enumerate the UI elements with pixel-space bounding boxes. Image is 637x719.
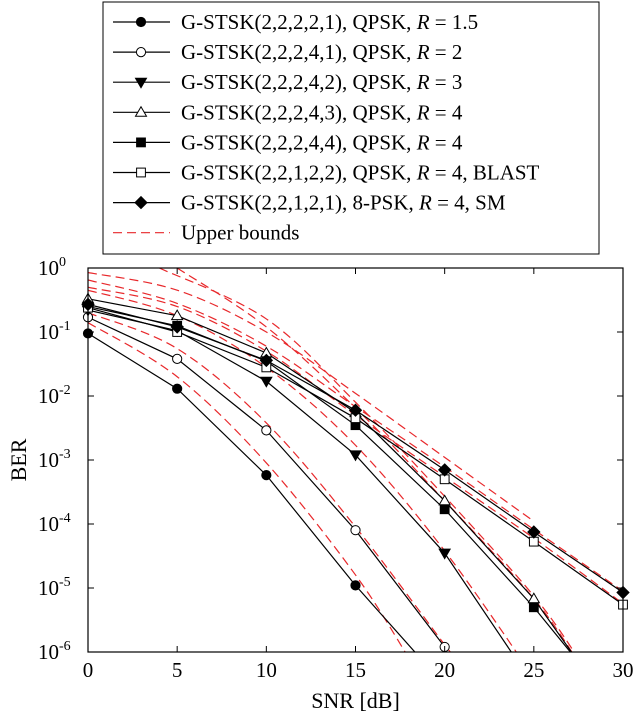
legend-marker <box>135 16 147 28</box>
upper-bound-curve <box>88 271 535 522</box>
legend-marker <box>135 47 147 58</box>
y-tick-label: 100 <box>38 255 66 280</box>
legend-label: G-STSK(2,2,2,4,4), QPSK, R = 4 <box>181 130 463 154</box>
data-point <box>259 353 274 368</box>
data-point <box>261 470 272 481</box>
x-axis-label: SNR [dB] <box>311 688 400 713</box>
series-line <box>88 298 573 652</box>
x-tick-label: 25 <box>523 658 544 682</box>
plot-area <box>81 268 630 653</box>
x-tick-label: 5 <box>172 658 183 682</box>
data-point <box>439 504 450 515</box>
upper-bound-curve <box>88 279 623 592</box>
series-line <box>88 303 623 594</box>
x-tick-label: 10 <box>256 658 277 682</box>
y-axis-label: BER <box>6 438 31 481</box>
y-tick-label: 10-5 <box>38 575 71 600</box>
y-tick-label: 10-1 <box>38 319 71 344</box>
legend-label: G-STSK(2,2,2,4,1), QPSK, R = 2 <box>181 40 462 64</box>
y-tick-label: 10-4 <box>38 511 71 536</box>
legend-label-bounds: Upper bounds <box>181 221 299 245</box>
legend-marker <box>134 105 148 117</box>
legend-label: G-STSK(2,2,2,2,1), QPSK, R = 1.5 <box>181 10 478 34</box>
data-point <box>350 525 361 536</box>
data-point <box>172 353 183 364</box>
y-tick-label: 10-3 <box>38 447 71 472</box>
x-tick-label: 15 <box>345 658 366 682</box>
legend-box <box>102 1 600 255</box>
series-line <box>88 309 513 652</box>
legend-label: G-STSK(2,2,1,2,2), QPSK, R = 4, BLAST <box>181 161 540 185</box>
data-point <box>350 580 361 591</box>
axes: 0 5 10 15 20 25 30 100 10-1 10-2 10-3 10-4 10-5 10-6 S… <box>6 255 634 713</box>
upper-bound-curve <box>176 268 573 652</box>
legend-marker <box>136 167 146 178</box>
data-point <box>527 525 541 539</box>
data-point <box>261 425 272 436</box>
data-point <box>438 548 452 560</box>
upper-bound-curve <box>88 322 406 652</box>
legend-label: G-STSK(2,2,2,4,2), QPSK, R = 3 <box>181 70 462 94</box>
data-point <box>170 320 184 334</box>
y-tick-label: 10-2 <box>38 383 71 408</box>
data-point <box>437 463 452 477</box>
legend-label: G-STSK(2,2,2,4,3), QPSK, R = 4 <box>181 100 463 124</box>
legend-marker <box>134 195 148 210</box>
data-point <box>349 450 362 462</box>
data-point <box>528 602 539 613</box>
legend: G-STSK(2,2,2,2,1), QPSK, R = 1.5 G-STSK(2… <box>102 1 600 255</box>
data-point <box>348 403 363 417</box>
data-point <box>170 309 184 321</box>
x-tick-label: 0 <box>83 658 94 682</box>
x-tick-label: 20 <box>434 658 455 682</box>
legend-label: G-STSK(2,2,1,2,1), 8-PSK, R = 4, SM <box>181 191 506 215</box>
data-point <box>259 376 273 388</box>
series-line <box>88 305 572 652</box>
legend-marker <box>134 77 148 89</box>
x-tick-label: 30 <box>613 658 634 682</box>
data-point <box>172 383 183 394</box>
y-tick-label: 10-6 <box>38 639 71 664</box>
legend-marker <box>136 137 146 148</box>
